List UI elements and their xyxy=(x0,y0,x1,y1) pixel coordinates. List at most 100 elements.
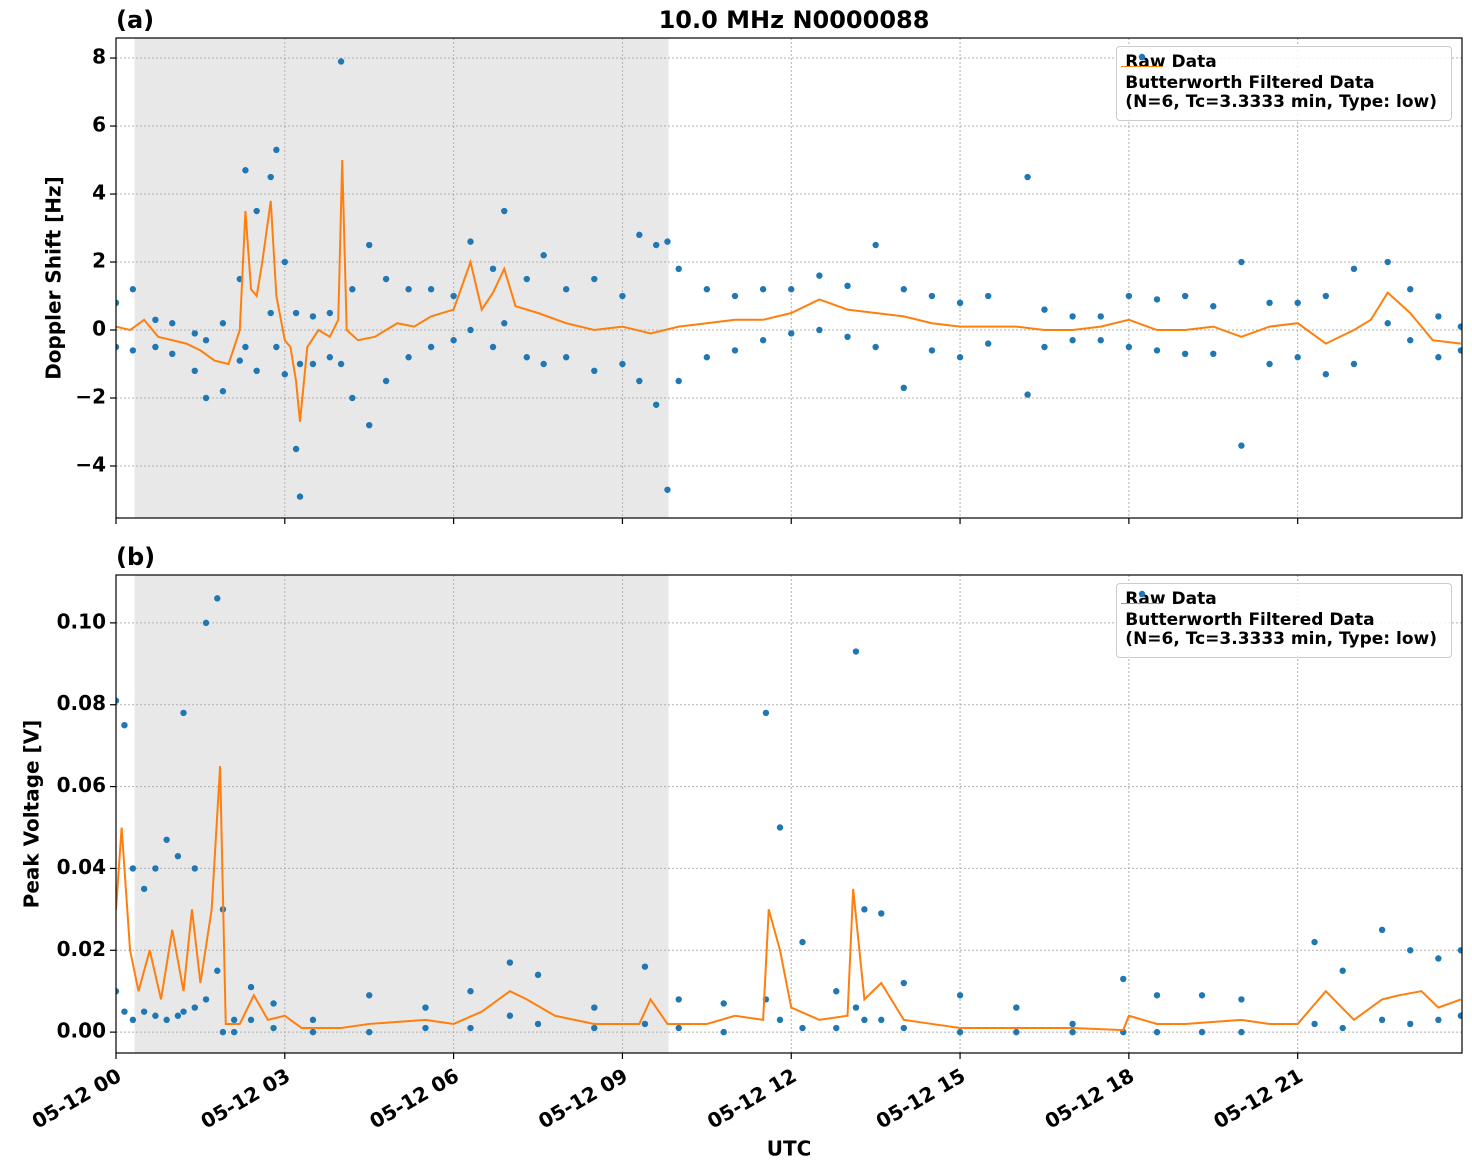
raw-point xyxy=(292,309,300,317)
raw-point xyxy=(1266,299,1273,307)
raw-point xyxy=(191,865,198,872)
raw-point xyxy=(636,377,643,385)
raw-point xyxy=(427,286,435,293)
raw-point xyxy=(467,988,474,995)
y-tick-label: 8 xyxy=(92,45,106,69)
raw-point xyxy=(799,1024,806,1032)
raw-point xyxy=(1435,1016,1442,1024)
raw-point xyxy=(366,992,373,999)
raw-point xyxy=(1407,1020,1414,1028)
legend-marker xyxy=(1139,590,1146,598)
raw-point xyxy=(1024,391,1031,398)
raw-point xyxy=(427,343,435,351)
raw-point xyxy=(296,493,304,500)
raw-point xyxy=(273,146,280,154)
raw-point xyxy=(1181,350,1189,358)
raw-point xyxy=(956,992,964,999)
chart-title: 10.0 MHz N0000088 xyxy=(659,6,930,34)
x-tick-label: 05-12 09 xyxy=(534,1063,632,1133)
filtered-line xyxy=(116,160,1461,422)
x-tick-label: 05-12 15 xyxy=(872,1063,970,1133)
raw-point xyxy=(116,343,120,351)
raw-point xyxy=(1435,354,1442,361)
raw-point xyxy=(163,836,170,843)
x-axis-label: UTC xyxy=(767,1137,812,1161)
raw-point xyxy=(1097,313,1104,320)
raw-point xyxy=(1153,296,1161,303)
raw-point xyxy=(591,275,598,283)
raw-point xyxy=(1407,337,1414,344)
raw-point xyxy=(844,282,851,290)
y-axis-label: Doppler Shift [Hz] xyxy=(42,176,66,380)
raw-point xyxy=(1457,323,1462,330)
x-tick-label: 05-12 18 xyxy=(1041,1063,1139,1133)
legend-label: Butterworth Filtered Data (N=6, Tc=3.333… xyxy=(1125,610,1437,649)
raw-point xyxy=(292,445,300,453)
raw-point xyxy=(1384,258,1391,266)
raw-point xyxy=(219,320,227,327)
raw-point xyxy=(1322,371,1330,378)
raw-point xyxy=(788,286,795,293)
raw-point xyxy=(1210,350,1217,358)
raw-point xyxy=(1024,173,1031,181)
raw-point xyxy=(675,996,682,1003)
raw-point xyxy=(636,231,643,239)
raw-point xyxy=(1407,947,1414,954)
panel-label: (b) xyxy=(116,543,155,571)
y-tick-label: 0.10 xyxy=(57,609,106,633)
legend-symbol xyxy=(1121,66,1164,67)
legend-marker xyxy=(1139,53,1146,61)
legend-entry: Raw Data xyxy=(1125,53,1437,72)
raw-point xyxy=(382,377,390,385)
raw-point xyxy=(759,337,767,344)
raw-point xyxy=(326,354,334,361)
y-tick-label: 0.08 xyxy=(57,691,106,715)
y-tick-label: 0.06 xyxy=(57,773,106,797)
raw-point xyxy=(253,367,260,375)
raw-point xyxy=(1153,992,1161,999)
raw-point xyxy=(1120,975,1127,983)
raw-point xyxy=(489,343,497,351)
raw-point xyxy=(1294,354,1301,361)
raw-point xyxy=(833,1024,840,1032)
raw-point xyxy=(664,486,671,493)
raw-point xyxy=(337,360,345,368)
raw-point xyxy=(878,910,885,917)
raw-point xyxy=(230,1028,238,1036)
legend: Raw Data Butterworth Filtered Data (N=6, … xyxy=(1116,46,1452,121)
raw-point xyxy=(140,885,148,893)
raw-point xyxy=(984,292,992,300)
raw-point xyxy=(152,343,159,351)
raw-point xyxy=(270,1000,277,1007)
raw-point xyxy=(116,988,120,995)
raw-point xyxy=(506,959,514,966)
raw-point xyxy=(591,367,598,375)
axes-frame xyxy=(115,37,1463,519)
raw-point xyxy=(852,648,860,655)
raw-point xyxy=(878,1016,885,1024)
raw-point xyxy=(759,286,767,293)
raw-point xyxy=(281,371,289,378)
raw-point xyxy=(506,1012,514,1019)
raw-point xyxy=(1435,955,1442,962)
raw-point xyxy=(121,721,128,729)
raw-point xyxy=(1378,1016,1386,1024)
filtered-line xyxy=(116,766,1462,1032)
raw-point xyxy=(129,1016,137,1024)
raw-point xyxy=(1322,292,1330,300)
y-tick-label: 0.00 xyxy=(57,1019,106,1043)
raw-point xyxy=(900,286,907,293)
raw-point xyxy=(1069,1020,1076,1028)
raw-point xyxy=(296,360,304,368)
raw-point xyxy=(247,983,255,991)
raw-point xyxy=(844,333,851,341)
raw-point xyxy=(422,1024,429,1032)
y-tick-label: 2 xyxy=(92,249,106,273)
raw-point xyxy=(450,337,457,344)
legend-symbol xyxy=(1139,590,1146,598)
raw-point xyxy=(956,1028,964,1036)
raw-point xyxy=(309,1016,317,1024)
raw-point xyxy=(242,343,249,351)
